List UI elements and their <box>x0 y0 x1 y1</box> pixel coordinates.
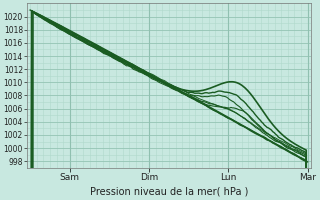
X-axis label: Pression niveau de la mer( hPa ): Pression niveau de la mer( hPa ) <box>90 187 248 197</box>
